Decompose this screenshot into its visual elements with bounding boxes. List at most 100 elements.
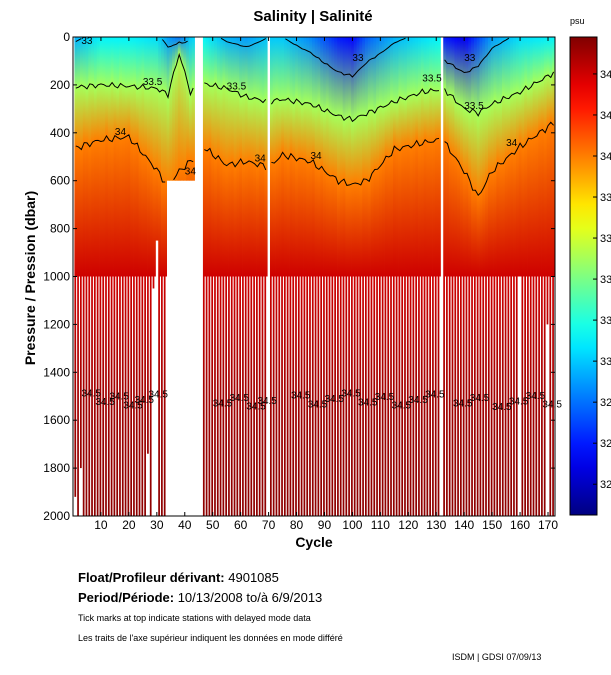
heatmap-column bbox=[174, 37, 179, 181]
heatmap-column bbox=[180, 37, 184, 181]
heatmap-column bbox=[186, 37, 190, 181]
deep-profile-bar bbox=[535, 276, 538, 516]
heatmap-column bbox=[188, 37, 193, 181]
y-tick-label: 1800 bbox=[43, 461, 70, 475]
heatmap-column bbox=[404, 37, 408, 277]
deep-profile-bar bbox=[144, 276, 146, 516]
deep-profile-bar bbox=[135, 276, 138, 516]
heatmap-column bbox=[504, 37, 508, 277]
x-tick-label: 80 bbox=[290, 518, 304, 532]
heatmap-column bbox=[79, 37, 84, 277]
float-info: Float/Profileur dérivant: 4901085 bbox=[78, 570, 279, 585]
deep-profile-bar bbox=[532, 276, 535, 516]
x-tick-label: 110 bbox=[371, 518, 390, 532]
deep-profile-bar bbox=[264, 276, 267, 516]
deep-profile-bar bbox=[244, 276, 247, 516]
y-tick-label: 0 bbox=[63, 30, 70, 44]
heatmap-column bbox=[381, 37, 385, 277]
deep-profile-bar bbox=[331, 276, 334, 516]
heatmap-column bbox=[490, 37, 494, 277]
deep-profile-bar bbox=[314, 276, 317, 516]
contour-label: 34.5 bbox=[375, 392, 395, 403]
heatmap-column bbox=[225, 37, 229, 277]
deep-profile-bar bbox=[496, 276, 499, 516]
heatmap-column bbox=[222, 37, 226, 277]
heatmap-column bbox=[323, 37, 327, 277]
deep-profile-bar bbox=[373, 276, 376, 516]
deep-profile-bar bbox=[370, 276, 373, 516]
heatmap-column bbox=[300, 37, 304, 277]
heatmap-column bbox=[493, 37, 497, 277]
heatmap-column bbox=[429, 37, 433, 277]
deep-profile-bar bbox=[211, 276, 214, 516]
deep-profile-bar bbox=[476, 276, 479, 516]
period-value: 10/13/2008 to/à 6/9/2013 bbox=[177, 590, 323, 605]
heatmap-column bbox=[437, 37, 441, 277]
heatmap-column bbox=[543, 37, 548, 277]
deep-profile-bar bbox=[309, 276, 311, 516]
heatmap-column bbox=[191, 37, 195, 181]
contour-label: 33.5 bbox=[143, 77, 163, 88]
deep-profile-bar bbox=[119, 276, 121, 516]
contour-label: 34.5 bbox=[358, 397, 378, 408]
heatmap-column bbox=[152, 37, 156, 277]
deep-profile-bar bbox=[256, 276, 258, 516]
deep-profile-bar bbox=[387, 276, 390, 516]
y-tick-label: 2000 bbox=[43, 509, 70, 523]
heatmap-column bbox=[158, 37, 162, 277]
heatmap-column bbox=[443, 37, 447, 277]
deep-profile-bar bbox=[364, 276, 367, 516]
heatmap-column bbox=[161, 37, 165, 277]
deep-profile-bar bbox=[398, 276, 401, 516]
deep-profile-bar bbox=[432, 276, 434, 516]
contour-label: 33 bbox=[352, 53, 364, 64]
heatmap-column bbox=[74, 37, 78, 277]
contour-label: 34.5 bbox=[246, 402, 266, 413]
note-english: Tick marks at top indicate stations with… bbox=[78, 613, 311, 623]
deep-profile-bar bbox=[261, 276, 264, 516]
contour-label: 34.5 bbox=[229, 393, 249, 404]
deep-profile-bar bbox=[420, 276, 423, 516]
heatmap-column bbox=[317, 37, 321, 277]
heatmap-column bbox=[471, 37, 475, 277]
heatmap-column bbox=[320, 37, 324, 277]
deep-profile-bar bbox=[482, 276, 485, 516]
deep-profile-bar bbox=[493, 276, 496, 516]
deep-profile-bar bbox=[225, 276, 228, 516]
deep-profile-bar bbox=[446, 276, 448, 516]
heatmap-column bbox=[418, 37, 422, 277]
deep-profile-bar bbox=[138, 276, 141, 516]
heatmap-column bbox=[93, 37, 98, 277]
deep-profile-bar bbox=[381, 276, 384, 516]
deep-profile-bar bbox=[418, 276, 420, 516]
heatmap-column bbox=[485, 37, 489, 277]
deep-profile-bar bbox=[77, 276, 79, 516]
contour-label: 33 bbox=[464, 53, 476, 64]
deep-profile-bar bbox=[390, 276, 392, 516]
contour-label: 34.5 bbox=[453, 399, 473, 410]
deep-profile-bar bbox=[392, 276, 395, 516]
contour-label: 34 bbox=[185, 167, 197, 178]
heatmap-column bbox=[261, 37, 265, 277]
deep-profile-bar bbox=[85, 276, 88, 516]
heatmap-column bbox=[515, 37, 520, 277]
float-label: Float/Profileur dérivant: bbox=[78, 570, 225, 585]
float-value: 4901085 bbox=[228, 570, 279, 585]
deep-profile-bar bbox=[292, 276, 295, 516]
deep-profile-bar bbox=[367, 276, 370, 516]
deep-profile-bar bbox=[82, 276, 85, 516]
deep-profile-bar bbox=[295, 276, 297, 516]
heatmap-column bbox=[342, 37, 346, 277]
heatmap-column bbox=[546, 37, 550, 277]
heatmap-column bbox=[398, 37, 402, 277]
x-tick-label: 170 bbox=[538, 518, 558, 532]
heatmap-column bbox=[432, 37, 436, 277]
deep-profile-bar bbox=[283, 276, 286, 516]
heatmap-column bbox=[214, 37, 218, 277]
heatmap-column bbox=[446, 37, 450, 277]
heatmap-column bbox=[459, 37, 464, 277]
period-label: Period/Période: bbox=[78, 590, 175, 605]
deep-profile-bar bbox=[395, 276, 398, 516]
colorbar-tick-label: 33.6 bbox=[600, 233, 611, 245]
deep-profile-bar bbox=[133, 276, 135, 516]
